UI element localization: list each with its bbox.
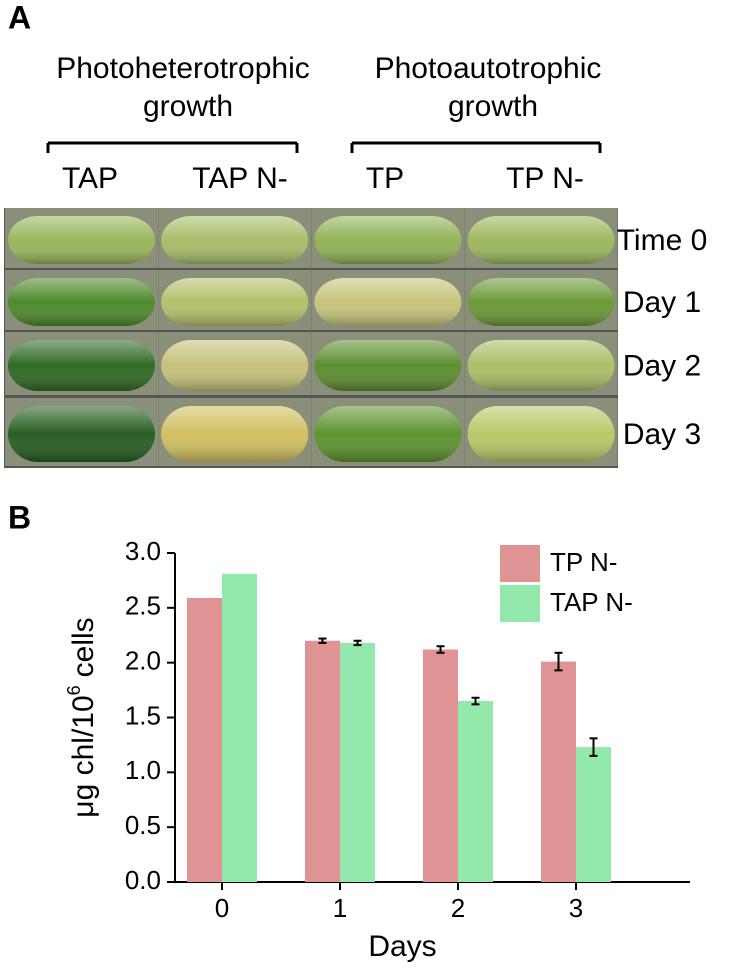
panel-label: B — [8, 499, 31, 535]
bar — [340, 642, 375, 882]
row-label: Day 1 — [623, 286, 701, 319]
y-label-suffix: cells — [67, 617, 100, 677]
y-tick-label: 2.5 — [125, 591, 161, 621]
panel-a: Photoheterotrophic growth Photoautotrophic… — [4, 52, 707, 468]
group-title: Photoheterotrophic — [56, 52, 310, 85]
y-label-superscript: 6 — [64, 685, 84, 695]
y-axis-label: μg chl/106 cells — [64, 617, 100, 817]
bar — [305, 640, 340, 882]
error-bar — [589, 737, 598, 757]
x-tick-label: 2 — [451, 893, 465, 923]
x-tick-label: 3 — [569, 893, 583, 923]
column-label: TAP — [62, 162, 118, 195]
flask-shade — [314, 406, 462, 462]
flask-shade — [467, 406, 615, 462]
y-tick-label: 3.0 — [125, 536, 161, 566]
group-title: Photoautotrophic — [375, 52, 602, 85]
chart: 0.0 0.5 1.0 1.5 2.0 2.5 3.0 0 1 2 3 TP N- TAP N- Days… — [64, 536, 690, 963]
flask-shade — [314, 216, 462, 264]
x-tick-label: 1 — [333, 893, 347, 923]
group-title: growth — [143, 90, 233, 123]
bar — [423, 649, 458, 882]
flask-shade — [161, 340, 309, 391]
y-tick-label: 2.0 — [125, 646, 161, 676]
column-label: TP — [366, 162, 404, 195]
y-tick-label: 1.0 — [125, 755, 161, 785]
group-title: growth — [448, 90, 538, 123]
bar — [187, 597, 222, 882]
flask-shade — [314, 340, 462, 391]
error-bar — [353, 639, 362, 647]
y-tick-label: 0.0 — [125, 865, 161, 895]
flask-shade — [467, 216, 615, 264]
legend-swatch — [500, 585, 540, 622]
bar — [576, 747, 611, 882]
flask-shade — [8, 340, 155, 391]
y-label-text: μg chl/10 — [67, 695, 100, 817]
panel-label: A — [8, 0, 31, 35]
bar — [541, 661, 576, 882]
row-label: Day 2 — [623, 349, 701, 382]
flask-shade — [161, 406, 309, 462]
x-tick-label: 0 — [215, 893, 229, 923]
flask-shade — [8, 278, 155, 326]
error-bar — [318, 637, 327, 644]
flask-shade — [8, 216, 155, 264]
bar — [458, 701, 493, 882]
legend-label: TAP N- — [550, 587, 633, 617]
y-tick-label: 0.5 — [125, 810, 161, 840]
error-bar — [471, 696, 480, 706]
flask-shade — [8, 406, 155, 462]
column-label: TP N- — [506, 162, 584, 195]
column-label: TAP N- — [192, 162, 288, 195]
error-bar — [554, 651, 563, 672]
row-label: Time 0 — [617, 224, 708, 257]
flask-shade — [467, 340, 615, 391]
flask-shade — [161, 278, 309, 326]
flask-shade — [161, 216, 309, 264]
flask-shade — [314, 278, 462, 326]
bar — [222, 573, 257, 882]
x-axis-label: Days — [368, 930, 436, 963]
legend-label: TP N- — [550, 547, 617, 577]
y-tick-label: 1.5 — [125, 700, 161, 730]
error-bar — [436, 645, 445, 654]
row-label: Day 3 — [623, 418, 701, 451]
flask-shade — [467, 278, 615, 326]
legend-swatch — [500, 545, 540, 582]
